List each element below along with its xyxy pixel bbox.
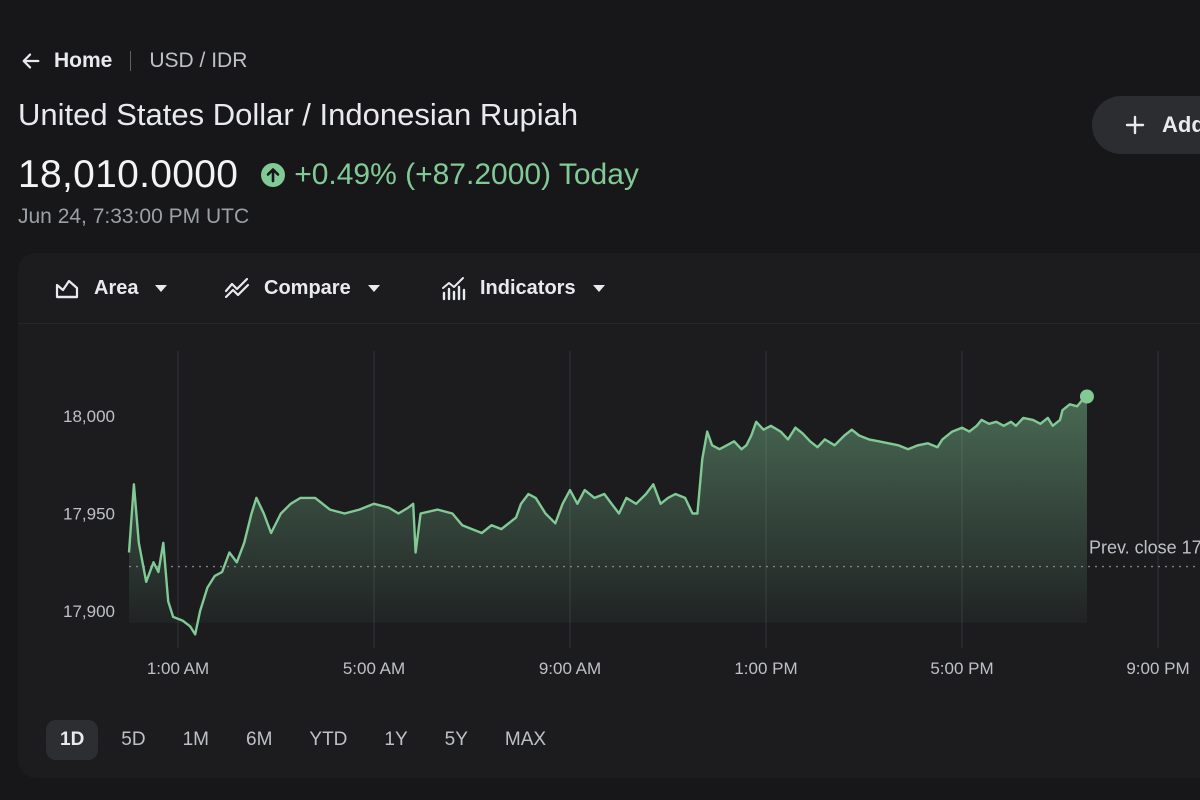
chart-toolbar: Area Compare Indicators [18,253,1200,324]
x-tick-label: 5:00 AM [343,659,405,678]
y-tick-label: 17,900 [63,602,115,621]
current-price: 18,010.0000 [18,153,239,196]
plus-icon [1125,115,1145,135]
add-button-label: Add [1162,112,1200,137]
price-line [127,395,1088,636]
range-6m[interactable]: 6M [246,729,273,750]
x-tick-label: 1:00 AM [147,659,209,678]
price-chart[interactable]: 18,000 17,950 17,900 1:00 AM 5:00 AM 9:00 AM… [18,253,1200,693]
y-tick-label: 18,000 [63,407,115,426]
latest-price-dot [1079,389,1094,404]
x-tick-label: 5:00 PM [930,659,993,678]
range-5y[interactable]: 5Y [444,729,468,750]
range-ytd[interactable]: YTD [309,729,348,750]
indicators-icon [442,277,466,301]
area-chart-icon [55,279,79,299]
quote-row: 18,010.0000 +0.49% (+87.2000) Today [18,150,639,200]
indicators-label: Indicators [480,276,576,299]
range-1y[interactable]: 1Y [384,729,408,750]
compare-label: Compare [264,276,351,299]
compare-icon [224,277,250,299]
breadcrumb-home-link[interactable]: Home [54,49,113,72]
quote-timestamp: Jun 24, 7:33:00 PM UTC [18,205,250,228]
breadcrumb: Home USD / IDR [20,47,247,75]
add-button[interactable]: Add [1092,96,1200,154]
price-area-fill [129,396,1087,635]
indicators-dropdown[interactable]: Indicators [440,273,606,303]
range-5d[interactable]: 5D [121,729,146,750]
caret-down-icon [592,285,605,292]
x-tick-label: 9:00 AM [539,659,601,678]
breadcrumb-divider [130,51,132,71]
price-change: +0.49% (+87.2000) Today [294,158,639,191]
caret-down-icon [155,285,168,292]
back-arrow-icon[interactable] [20,50,42,72]
chart-panel: Area Compare Indicators 18,00 [18,253,1200,778]
range-1d[interactable]: 1D [46,720,99,760]
breadcrumb-current-pair: USD / IDR [149,49,248,72]
range-1m[interactable]: 1M [182,729,209,750]
x-tick-label: 1:00 PM [734,659,797,678]
page-title: United States Dollar / Indonesian Rupiah [18,97,579,132]
range-selector: 1D 5D 1M 6M YTD 1Y 5Y MAX [46,719,569,761]
chart-type-dropdown[interactable]: Area [54,273,168,303]
arrow-up-circle-icon [261,163,286,187]
prev-close-label: Prev. close 17,922.8000 [1089,538,1200,558]
compare-dropdown[interactable]: Compare [224,273,381,303]
range-max[interactable]: MAX [504,729,547,750]
chart-type-label: Area [94,276,139,299]
x-tick-label: 9:00 PM [1126,659,1189,678]
caret-down-icon [367,285,380,292]
y-tick-label: 17,950 [63,505,115,524]
